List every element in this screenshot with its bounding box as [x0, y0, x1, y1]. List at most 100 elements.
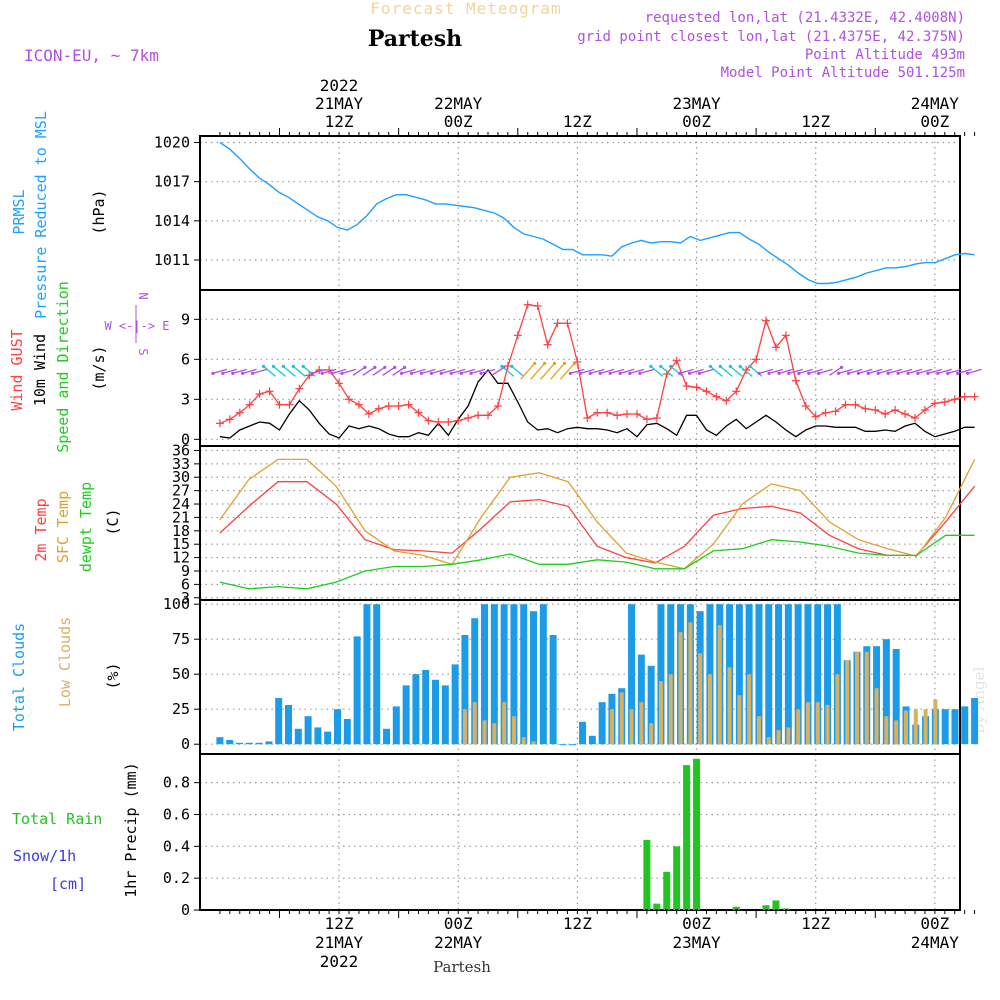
wind-arrow — [231, 368, 247, 375]
wind-arrow — [965, 368, 982, 375]
y-tick-label: 25 — [172, 700, 190, 718]
gust-marker — [335, 379, 344, 388]
gust-marker — [543, 340, 552, 349]
wind-arrow-head — [618, 371, 622, 375]
wind-arrow-head — [403, 365, 407, 369]
gust-marker — [613, 411, 622, 420]
wind-arrow-head — [251, 371, 255, 375]
wind-arrow — [728, 364, 743, 377]
wind-arrow-shaft — [897, 368, 913, 374]
gust-marker — [742, 366, 751, 374]
wind-arrow — [392, 365, 407, 376]
wind-arrow-shaft — [957, 368, 972, 374]
wind-arrow — [372, 365, 387, 376]
wind-arrow-shaft — [808, 368, 823, 374]
rain-bar — [762, 905, 770, 910]
y-tick-label: 18 — [172, 522, 190, 540]
y-tick-label: 100 — [163, 595, 190, 613]
total-cloud-bar — [441, 685, 449, 745]
wind-arrow-shaft — [639, 368, 655, 374]
wind-arrow — [659, 364, 674, 377]
low-cloud-bar — [678, 632, 683, 745]
wind-arrow-head — [469, 371, 473, 375]
wind-arrow-shaft — [629, 368, 645, 374]
wind-arrow-head — [876, 371, 880, 375]
wind-arrow-head — [926, 371, 930, 375]
wind-arrow-head — [678, 371, 682, 375]
y-tick-label: 30 — [172, 468, 190, 486]
gust-marker — [831, 407, 840, 416]
wind-arrow-head — [777, 371, 781, 375]
total-cloud-bar — [383, 728, 391, 745]
wind-arrow-head — [738, 364, 742, 368]
low-cloud-bar — [649, 723, 654, 745]
wind-dir-label: Speed and Direction — [54, 281, 72, 453]
wind-arrow-shaft — [242, 368, 257, 374]
wind-arrow — [291, 364, 306, 377]
wind-arrow-head — [916, 371, 920, 375]
wind-arrow-head — [231, 371, 235, 375]
gust-marker — [414, 408, 423, 417]
wind-arrow-head — [241, 371, 245, 375]
wind-arrow — [936, 368, 952, 375]
wind-arrow — [846, 368, 863, 375]
wind-arrow-shaft — [540, 362, 556, 380]
wind-arrow-shaft — [263, 365, 276, 377]
wind-arrow — [757, 368, 774, 375]
total-cloud-bar — [490, 604, 498, 745]
total-cloud-bar — [657, 604, 665, 745]
wind-arrow — [906, 368, 923, 375]
y-tick-label: 1017 — [154, 173, 190, 191]
low-cloud-bar — [864, 651, 869, 745]
wind-arrow-head — [543, 361, 547, 365]
wind-arrow — [946, 368, 962, 375]
wind-arrow-head — [568, 371, 572, 375]
wind-arrow-shaft — [619, 368, 635, 374]
wind-arrow-head — [552, 361, 557, 365]
total-cloud-bar — [373, 604, 381, 745]
low-cloud-bar — [492, 723, 497, 745]
wind-arrow-head — [211, 371, 215, 375]
wind-arrow-shaft — [411, 368, 426, 374]
gust-marker — [970, 392, 979, 401]
gust-marker — [801, 402, 810, 410]
wind-arrow-head — [659, 364, 663, 368]
wind-arrow-head — [839, 365, 844, 369]
total-cloud-bar — [216, 737, 224, 745]
total-cloud-bar — [814, 604, 822, 745]
wind-arrow — [817, 368, 833, 375]
wind-arrow-shaft — [660, 365, 674, 377]
wind-arrow — [836, 368, 853, 375]
panel-frame — [199, 135, 961, 291]
wind-arrow — [559, 361, 577, 380]
low-cloud-bar — [737, 695, 742, 745]
rain-bar — [643, 839, 651, 910]
wind-arrow — [568, 368, 585, 375]
total-cloud-bar — [392, 706, 400, 745]
gust-marker — [553, 319, 562, 328]
y-tick-label: 3 — [181, 390, 190, 408]
wind-arrow — [669, 364, 684, 377]
wind-arrow — [382, 365, 397, 376]
gust-marker — [672, 356, 681, 365]
wind-unit: (m/s) — [90, 345, 108, 390]
y-tick-label: 1014 — [154, 212, 190, 230]
top-axis-time: 12Z — [325, 112, 354, 131]
wind-arrow — [767, 368, 784, 375]
wind-arrow-head — [669, 364, 673, 368]
total-cloud-bar — [255, 742, 263, 745]
wind-arrow — [829, 365, 844, 376]
wind-arrow-head — [807, 371, 811, 375]
wind-arrow-shaft — [729, 365, 743, 377]
wind-arrow-shaft — [917, 368, 933, 374]
wind-arrow-head — [340, 371, 344, 375]
total-cloud-bar — [784, 604, 792, 745]
total-cloud-bar — [363, 604, 371, 745]
wind-arrow-shaft — [679, 368, 694, 374]
total-cloud-bar — [588, 735, 596, 745]
top-axis-date: 22MAY — [434, 94, 483, 113]
gust-marker — [583, 414, 592, 422]
total-cloud-bar — [892, 649, 900, 745]
wind-arrow-shaft — [252, 368, 267, 374]
wind-arrow-shaft — [550, 362, 566, 380]
